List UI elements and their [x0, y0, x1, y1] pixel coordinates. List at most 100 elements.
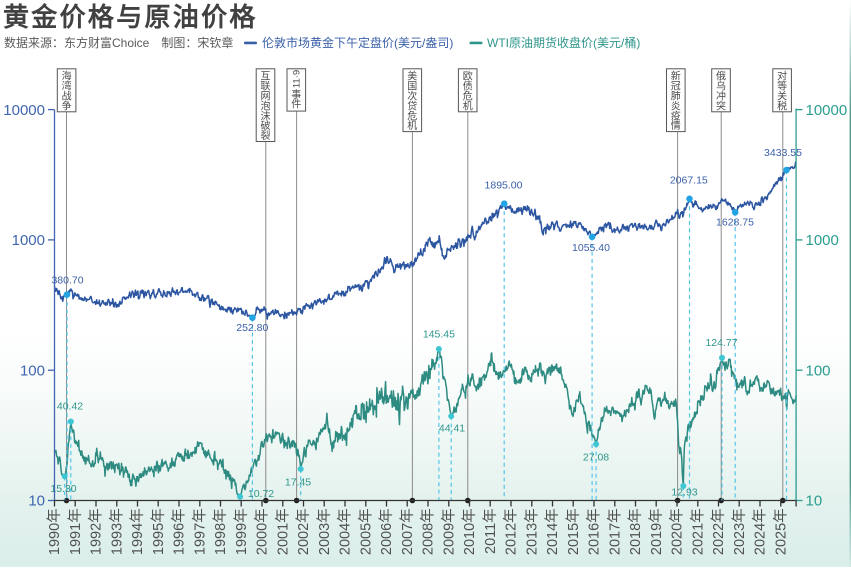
svg-text:2002年: 2002年	[295, 508, 312, 555]
svg-text:1993年: 1993年	[108, 508, 125, 555]
svg-text:债: 债	[463, 80, 473, 93]
svg-text:互: 互	[261, 71, 271, 83]
svg-text:2016年: 2016年	[586, 508, 603, 555]
svg-text:WTI原油期货收盘价(美元/桶): WTI原油期货收盘价(美元/桶)	[487, 35, 640, 50]
svg-text:2006年: 2006年	[378, 508, 395, 555]
svg-text:沫: 沫	[261, 110, 271, 122]
svg-text:145.45: 145.45	[423, 328, 455, 340]
svg-text:乌: 乌	[716, 80, 726, 93]
svg-text:欧: 欧	[463, 71, 473, 83]
svg-text:2024年: 2024年	[752, 508, 769, 555]
svg-text:2012年: 2012年	[503, 508, 520, 555]
svg-text:2067.15: 2067.15	[670, 175, 708, 187]
svg-text:伦敦市场黄金下午定盘价(美元/盎司): 伦敦市场黄金下午定盘价(美元/盎司)	[262, 35, 453, 50]
svg-text:件: 件	[291, 99, 301, 111]
svg-text:1994年: 1994年	[129, 508, 146, 555]
svg-text:国: 国	[407, 81, 417, 93]
svg-text:情: 情	[671, 119, 681, 132]
svg-text:15.30: 15.30	[50, 483, 76, 495]
svg-text:2017年: 2017年	[607, 508, 624, 555]
svg-text:危: 危	[407, 110, 417, 122]
svg-text:突: 突	[716, 99, 726, 112]
svg-text:1628.75: 1628.75	[716, 217, 754, 229]
svg-text:战: 战	[62, 91, 72, 103]
svg-text:贷: 贷	[407, 99, 417, 112]
svg-text:252.80: 252.80	[236, 322, 268, 334]
svg-text:44.41: 44.41	[439, 423, 465, 435]
svg-text:机: 机	[463, 99, 473, 112]
svg-text:100: 100	[20, 362, 45, 379]
svg-text:事: 事	[291, 88, 301, 101]
svg-text:炎: 炎	[671, 100, 681, 112]
svg-text:肺: 肺	[671, 91, 681, 103]
svg-text:1997年: 1997年	[191, 508, 208, 555]
svg-text:等: 等	[777, 80, 787, 93]
svg-text:冲: 冲	[716, 90, 726, 103]
svg-text:2020年: 2020年	[669, 508, 686, 555]
svg-text:2011年: 2011年	[482, 508, 499, 554]
svg-text:1000: 1000	[806, 232, 839, 249]
svg-text:2008年: 2008年	[420, 508, 437, 555]
svg-text:3433.55: 3433.55	[764, 147, 802, 159]
svg-text:1055.40: 1055.40	[572, 242, 610, 254]
svg-text:联: 联	[261, 81, 271, 93]
svg-text:税: 税	[777, 99, 787, 112]
svg-text:1999年: 1999年	[233, 508, 250, 555]
svg-text:10.72: 10.72	[248, 488, 274, 500]
svg-text:2005年: 2005年	[358, 508, 375, 555]
svg-text:2004年: 2004年	[337, 508, 354, 555]
svg-text:新: 新	[671, 70, 681, 83]
svg-text:海: 海	[62, 70, 72, 83]
svg-text:2014年: 2014年	[544, 508, 561, 555]
svg-text:2018年: 2018年	[627, 508, 644, 555]
svg-text:12.93: 12.93	[671, 487, 697, 499]
svg-text:2019年: 2019年	[648, 508, 665, 555]
svg-text:1990年: 1990年	[46, 508, 63, 555]
svg-text:数据来源：东方财富Choice 制图：宋钦章: 数据来源：东方财富Choice 制图：宋钦章	[4, 35, 233, 50]
svg-text:危: 危	[463, 91, 473, 103]
svg-text:1992年: 1992年	[88, 508, 105, 555]
svg-text:1991年: 1991年	[67, 508, 84, 555]
svg-text:2000年: 2000年	[254, 508, 271, 555]
svg-text:美: 美	[407, 70, 417, 83]
svg-text:1995年: 1995年	[150, 508, 167, 555]
svg-text:10000: 10000	[806, 102, 848, 119]
svg-text:黄金价格与原油价格: 黄金价格与原油价格	[3, 2, 258, 32]
svg-text:10000: 10000	[3, 102, 45, 119]
svg-text:17.45: 17.45	[285, 477, 311, 489]
svg-text:2015年: 2015年	[565, 508, 582, 555]
svg-text:10: 10	[806, 493, 823, 510]
svg-text:2021年: 2021年	[690, 508, 707, 555]
svg-text:100: 100	[806, 362, 831, 379]
svg-text:2022年: 2022年	[710, 508, 727, 555]
svg-text:疫: 疫	[671, 109, 681, 122]
svg-text:泡: 泡	[261, 99, 271, 112]
svg-text:2025年: 2025年	[773, 508, 790, 555]
svg-text:湾: 湾	[62, 80, 72, 93]
svg-text:2010年: 2010年	[461, 508, 478, 555]
svg-text:27.08: 27.08	[583, 452, 609, 464]
svg-text:380.70: 380.70	[51, 275, 83, 287]
svg-text:争: 争	[62, 99, 72, 112]
svg-text:10: 10	[28, 493, 45, 510]
svg-text:11·9: 11·9	[292, 70, 303, 88]
svg-text:裂: 裂	[261, 129, 271, 142]
svg-text:破: 破	[261, 119, 271, 132]
svg-text:40.42: 40.42	[57, 400, 83, 412]
svg-text:1996年: 1996年	[171, 508, 188, 555]
svg-text:2007年: 2007年	[399, 508, 416, 555]
svg-text:网: 网	[261, 91, 271, 103]
svg-text:1895.00: 1895.00	[485, 179, 523, 191]
svg-text:2013年: 2013年	[524, 508, 541, 555]
svg-text:机: 机	[407, 119, 417, 132]
svg-text:1000: 1000	[12, 232, 45, 249]
svg-text:2003年: 2003年	[316, 508, 333, 555]
svg-text:俄: 俄	[716, 71, 726, 83]
svg-text:124.77: 124.77	[705, 337, 737, 349]
svg-text:冠: 冠	[671, 81, 681, 93]
svg-text:1998年: 1998年	[212, 508, 229, 555]
svg-text:2023年: 2023年	[731, 508, 748, 555]
svg-text:关: 关	[777, 90, 787, 103]
svg-text:2009年: 2009年	[441, 508, 458, 555]
svg-text:次: 次	[407, 90, 417, 103]
